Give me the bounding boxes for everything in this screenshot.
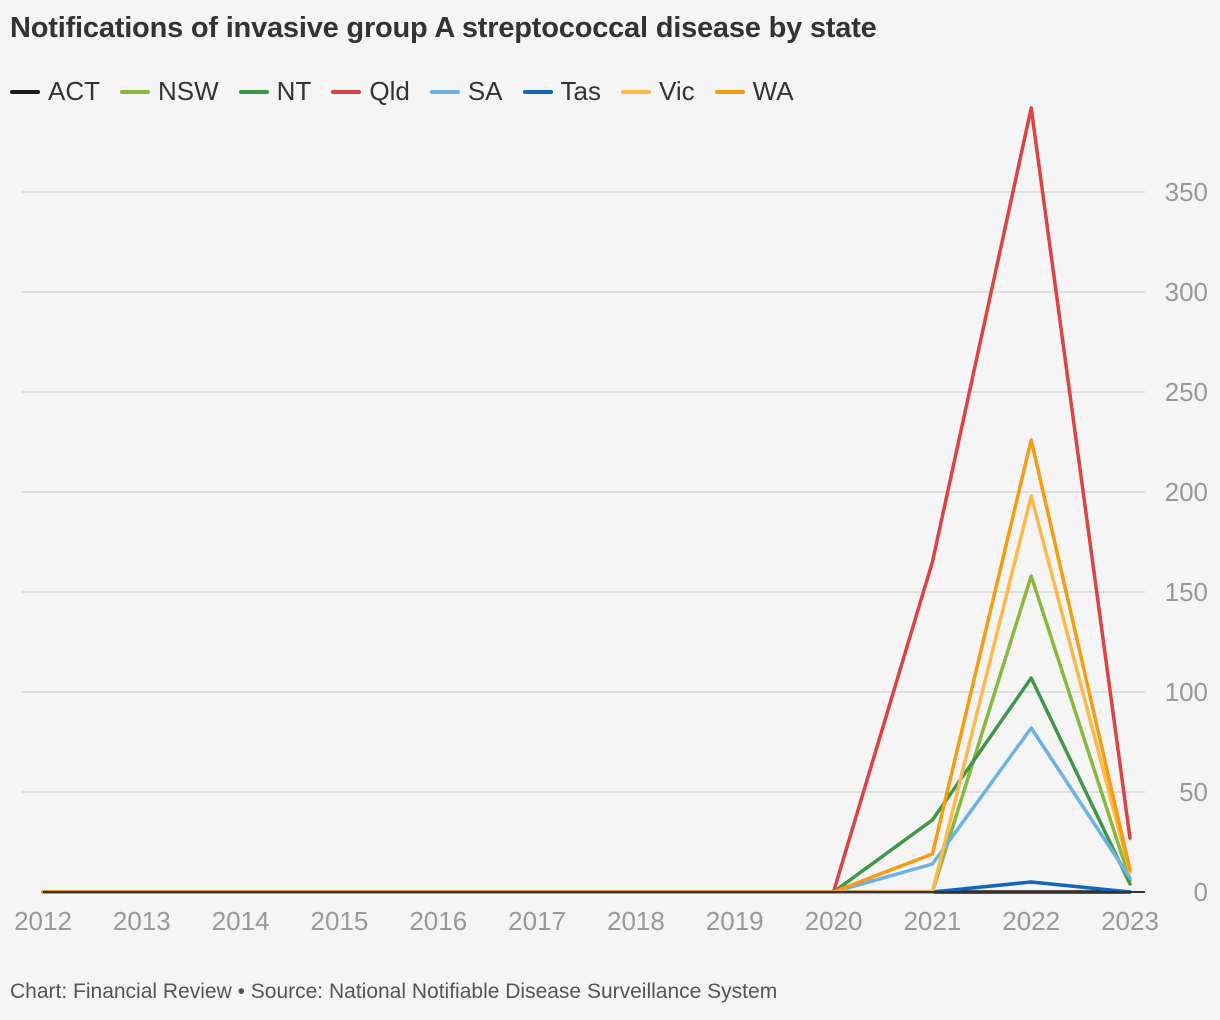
y-tick-label-150: 150 [1165,577,1208,607]
legend-label: SA [467,76,503,106]
x-tick-label-2013: 2013 [113,906,171,936]
legend-swatch [429,89,460,94]
legend-item-vic: Vic [620,76,695,107]
series-line-wa [41,438,1132,894]
legend-item-wa: WA [714,76,794,107]
x-tick-label-2021: 2021 [903,906,961,936]
legend-swatch [120,89,150,94]
legend-swatch [522,89,553,94]
legend-label: WA [752,76,794,106]
legend-swatch [10,89,40,94]
series-line-qld [41,106,1132,894]
legend-swatch [714,89,745,94]
y-tick-label-50: 50 [1179,777,1208,807]
legend-item-sa: SA [429,76,503,107]
x-tick-label-2019: 2019 [706,906,764,936]
y-tick-label-100: 100 [1165,677,1208,707]
x-tick-label-2022: 2022 [1002,906,1060,936]
y-tick-label-200: 200 [1165,477,1208,507]
x-tick-label-2023: 2023 [1101,906,1159,936]
legend-label: NSW [158,76,219,106]
x-tick-label-2014: 2014 [212,906,270,936]
legend-item-nt: NT [238,76,312,107]
legend-label: NT [276,76,312,106]
legend-swatch [238,89,269,94]
legend-label: ACT [48,76,100,106]
chart-legend: ACT NSW NT Qld SA Tas Vic WA [10,76,794,107]
legend-swatch [620,89,651,94]
chart-source-note: Chart: Financial Review • Source: Nation… [10,980,778,1003]
y-tick-label-250: 250 [1165,377,1208,407]
y-tick-label-300: 300 [1165,277,1208,307]
y-tick-label-0: 0 [1194,877,1208,907]
legend-item-nsw: NSW [120,76,219,107]
legend-label: Vic [658,76,695,106]
chart-title: Notifications of invasive group A strept… [10,12,877,44]
y-tick-label-350: 350 [1165,177,1208,207]
legend-label: Qld [369,76,410,106]
legend-swatch [331,89,362,94]
x-tick-label-2016: 2016 [409,906,467,936]
x-tick-label-2012: 2012 [14,906,72,936]
legend-item-act: ACT [10,76,100,107]
x-tick-label-2017: 2017 [508,906,566,936]
legend-item-tas: Tas [522,76,601,107]
legend-item-qld: Qld [331,76,410,107]
legend-label: Tas [560,76,601,106]
x-tick-label-2015: 2015 [311,906,369,936]
series-line-nsw [41,574,1132,894]
x-tick-label-2020: 2020 [805,906,863,936]
x-tick-label-2018: 2018 [607,906,665,936]
series-line-vic [41,494,1132,894]
